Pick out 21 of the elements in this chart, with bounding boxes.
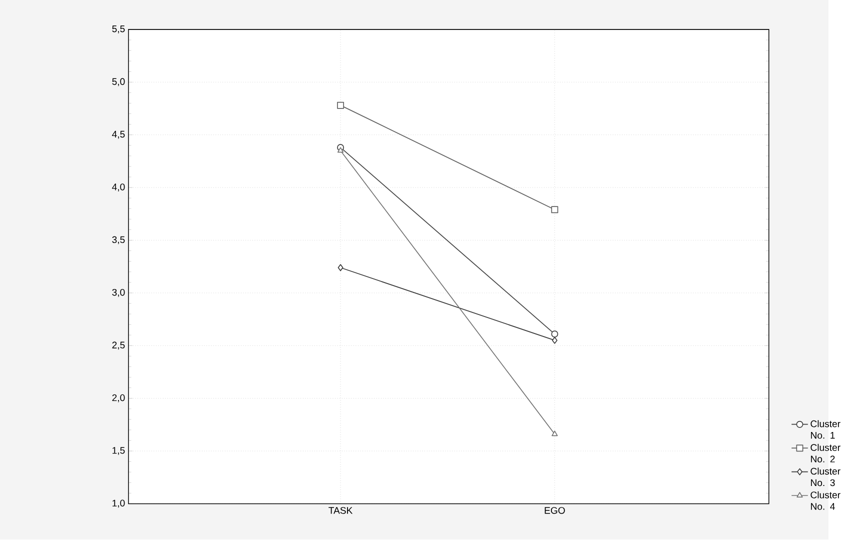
legend-label: Cluster No. 1 [810,420,840,439]
point [338,264,344,272]
point [551,330,558,338]
y-tick-label: 1,5 [112,447,125,456]
y-tick-label: 1,0 [112,500,125,508]
y-tick-label: 5,5 [112,26,125,34]
legend-label: Cluster No. 3 [810,468,840,486]
y-tick-label: 3,5 [112,236,125,244]
x-tick-label: EGO [544,507,565,514]
y-tick-label: 4,0 [112,184,125,192]
point [337,102,344,110]
point [552,337,558,344]
y-tick-label: 2,0 [112,394,125,402]
point [551,206,558,214]
x-tick-label: TASK [328,507,353,514]
legend-label: Cluster No. 4 [810,492,840,510]
y-tick-label: 5,0 [112,78,125,86]
legend-label: Cluster No. 2 [810,444,840,463]
y-tick-label: 4,5 [112,131,125,139]
y-tick-label: 2,5 [112,342,125,350]
y-tick-label: 3,0 [112,289,125,298]
